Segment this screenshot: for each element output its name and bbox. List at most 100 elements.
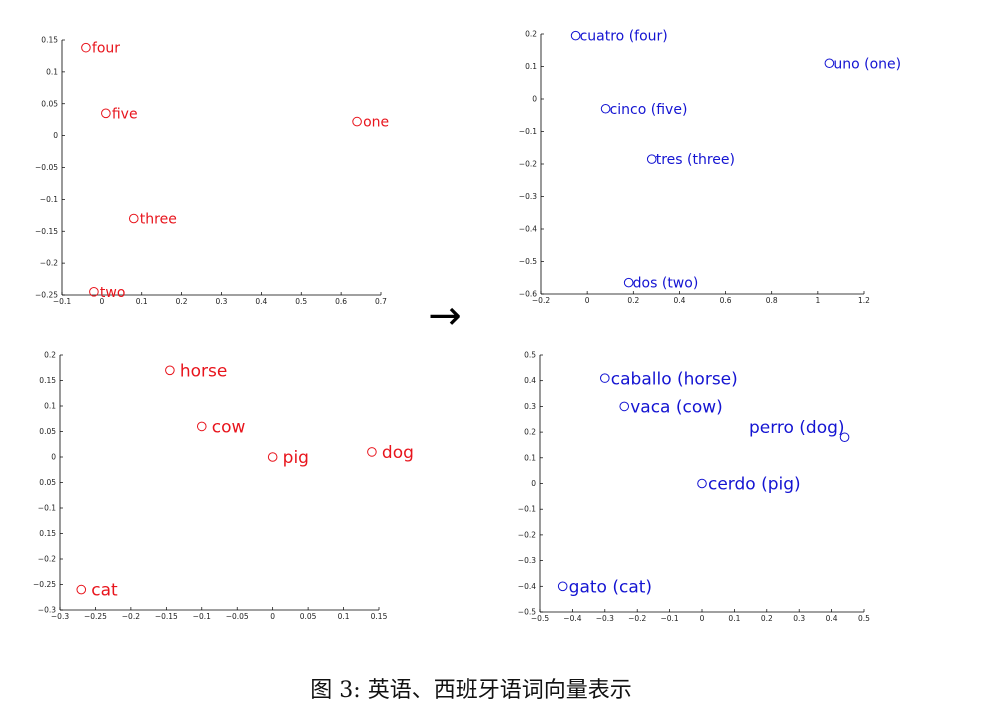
point-label: dog	[382, 443, 414, 463]
y-tick-label: −0.5	[518, 608, 536, 617]
point-label: three	[140, 212, 177, 228]
x-tick-label: 0.4	[673, 296, 685, 305]
y-tick-label: 0.1	[46, 67, 58, 76]
x-tick-label: 1.2	[858, 296, 870, 305]
data-point	[824, 58, 835, 69]
data-point	[600, 103, 611, 114]
point-label: uno (one)	[833, 56, 901, 72]
data-point	[352, 116, 362, 127]
x-tick-label: 0.4	[255, 297, 267, 306]
x-tick-label: 0	[99, 297, 104, 306]
data-point	[165, 365, 175, 376]
data-point	[89, 287, 99, 297]
x-tick-label: −0.1	[193, 612, 211, 621]
y-tick-label: 0.15	[41, 36, 58, 45]
y-tick-label: −0.3	[518, 556, 536, 565]
y-tick-label: 0.2	[44, 351, 56, 360]
x-tick-label: −0.5	[531, 614, 549, 623]
y-tick-label: −0.1	[38, 504, 56, 513]
y-tick-label: −0.2	[38, 555, 56, 564]
y-tick-label: 0.15	[39, 376, 56, 385]
data-point	[367, 447, 377, 457]
x-tick-label: 0.3	[216, 297, 228, 306]
x-tick-label: 0.4	[826, 614, 838, 623]
x-tick-label: 0	[270, 612, 275, 621]
data-point	[128, 213, 139, 224]
y-tick-label: −0.05	[35, 163, 58, 172]
x-tick-label: −0.2	[122, 612, 140, 621]
point-label: cinco (five)	[610, 102, 688, 118]
figure-caption: 图 3: 英语、西班牙语词向量表示	[310, 678, 632, 703]
y-tick-label: 0.2	[524, 428, 536, 437]
en-animals-panel: 0.2 0.15 0.1 0.05 0 0.05 −0.1 0.15 −0.2 −0.25 −0.3…	[33, 351, 414, 622]
x-tick-label: 0.3	[793, 614, 805, 623]
data-point	[557, 581, 568, 592]
y-tick-label: −0.4	[519, 225, 537, 234]
data-point	[697, 478, 707, 489]
y-tick-label: −0.5	[519, 257, 537, 266]
y-tick-label: −0.25	[35, 291, 58, 300]
data-point	[76, 584, 87, 595]
x-tick-label: −0.15	[155, 612, 178, 621]
point-label: tres (three)	[656, 152, 735, 168]
y-tick-label: −0.1	[519, 127, 537, 136]
data-point	[196, 421, 207, 432]
data-point	[101, 108, 111, 119]
x-tick-label: −0.3	[51, 612, 69, 621]
x-tick-label: 0.5	[295, 297, 307, 306]
x-tick-label: 0.7	[375, 297, 387, 306]
y-tick-label: −0.1	[518, 505, 536, 514]
x-tick-label: −0.05	[226, 612, 249, 621]
x-tick-label: −0.1	[660, 614, 678, 623]
y-tick-label: 0.3	[524, 402, 536, 411]
y-tick-label: 0	[51, 453, 56, 462]
y-tick-label: −0.6	[519, 290, 537, 299]
y-tick-label: −0.3	[519, 192, 537, 201]
x-tick-label: 0.1	[338, 612, 350, 621]
x-tick-label: −0.2	[628, 614, 646, 623]
x-tick-label: −0.2	[532, 296, 550, 305]
x-tick-label: −0.1	[53, 297, 71, 306]
point-label: five	[112, 106, 138, 122]
y-tick-label: 0.1	[525, 62, 537, 71]
x-tick-label: 0.5	[858, 614, 870, 623]
point-label: pig	[283, 448, 309, 468]
y-tick-label: −0.15	[35, 227, 58, 236]
x-tick-label: 0.05	[300, 612, 317, 621]
y-tick-label: −0.3	[38, 606, 56, 615]
y-tick-label: −0.2	[519, 160, 537, 169]
y-tick-label: 0	[532, 95, 537, 104]
y-tick-label: 0.05	[41, 99, 58, 108]
data-point	[646, 154, 657, 164]
y-tick-label: 0	[53, 131, 58, 140]
y-tick-label: −0.2	[518, 530, 536, 539]
x-tick-label: −0.4	[563, 614, 581, 623]
en-numbers-panel: 0.150.10.050−0.05−0.1−0.15−0.2−0.25−0.1 0…	[35, 36, 389, 307]
es-animals-panel: 0.5 0.4 0.3 0.2 0.1 0 −0.1 −0.2 −0.3 −0.4 −0.5−0.5…	[518, 351, 870, 624]
point-label: vaca (cow)	[630, 398, 723, 418]
point-label: caballo (horse)	[611, 369, 738, 389]
y-tick-label: 0.1	[44, 402, 56, 411]
y-tick-label: 0.1	[524, 453, 536, 462]
point-label: gato (cat)	[569, 577, 652, 597]
y-tick-label: 0.05	[39, 427, 56, 436]
point-label: horse	[180, 361, 227, 381]
y-tick-label: −0.4	[518, 582, 536, 591]
x-tick-label: 0.6	[335, 297, 347, 306]
x-tick-label: 0.6	[720, 296, 732, 305]
y-tick-label: 0.5	[524, 351, 536, 360]
y-tick-label: −0.25	[33, 580, 56, 589]
x-tick-label: 0.2	[176, 297, 188, 306]
y-tick-label: 0.05	[39, 478, 56, 487]
point-label: cuatro (four)	[580, 29, 668, 45]
es-numbers-panel: 0.20.10−0.1−0.2−0.3−0.4−0.5−0.6−0.2 0 0.2 0…	[519, 29, 901, 305]
data-point	[619, 401, 630, 412]
y-tick-label: 0.4	[524, 376, 536, 385]
y-tick-label: −0.2	[40, 259, 58, 268]
point-label: one	[363, 115, 389, 131]
point-label: cat	[91, 581, 118, 601]
data-point	[839, 432, 850, 443]
data-point	[81, 42, 91, 53]
x-tick-label: 0.8	[766, 296, 778, 305]
